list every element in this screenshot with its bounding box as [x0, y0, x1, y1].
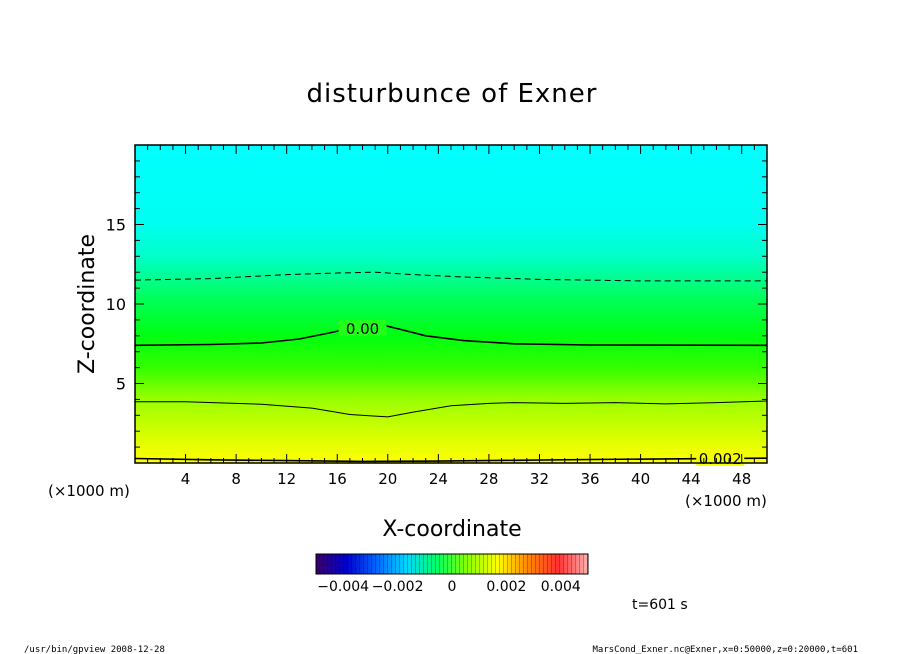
x-axis-label: X-coordinate [382, 517, 521, 542]
x-tick-label: 12 [277, 470, 296, 488]
x-tick-labels: 4 8 12 16 20 24 28 32 36 40 44 48 [181, 470, 751, 488]
contour-label-bg [696, 449, 745, 466]
colorbar-stripes [316, 554, 588, 574]
x-tick-label: 40 [631, 470, 650, 488]
x-tick-label: 20 [378, 470, 397, 488]
contour-line-3 [134, 271, 767, 282]
x-unit-left: (×1000 m) [48, 482, 130, 500]
colorbar-tick-label: 0.004 [541, 579, 581, 595]
x-tick-label: 8 [231, 470, 241, 488]
colorbar-tick-label: 0.002 [486, 579, 526, 595]
x-tick-label: 16 [328, 470, 347, 488]
colorbar-frame [315, 553, 589, 575]
contour-label: 0.002 [699, 450, 742, 468]
footer-right: MarsCond_Exner.nc@Exner,x=0:50000,z=0:20… [592, 645, 858, 654]
colorbar-tick-label: −0.004 [317, 579, 369, 595]
y-tick-label: 5 [116, 375, 126, 394]
contour-label-bg [338, 320, 387, 337]
x-tick-label: 48 [732, 470, 751, 488]
axis-ticks [135, 145, 767, 463]
y-axis-label: Z-coordinate [75, 234, 100, 374]
contour-line-1 [135, 400, 768, 418]
x-unit-right: (×1000 m) [685, 492, 767, 510]
x-tick-label: 44 [682, 470, 701, 488]
colorbar-tick-label: 0 [448, 579, 457, 595]
footer-left: /usr/bin/gpview 2008-12-28 [24, 645, 165, 654]
y-tick-label: 15 [106, 216, 126, 235]
colorbar-tick-label: −0.002 [372, 579, 424, 595]
y-tick-labels: 5 10 15 [106, 216, 126, 394]
contour-label: 0.00 [346, 320, 379, 338]
colorbar-tick-labels: −0.004 −0.002 0 0.002 0.004 [317, 579, 581, 595]
chart-title: disturbunce of Exner [307, 79, 598, 109]
field-heatmap [135, 145, 767, 463]
x-tick-label: 4 [181, 470, 191, 488]
x-tick-label: 28 [479, 470, 498, 488]
time-annotation: t=601 s [632, 597, 688, 613]
x-tick-label: 24 [429, 470, 448, 488]
y-tick-label: 10 [106, 295, 126, 314]
x-tick-label: 32 [530, 470, 549, 488]
x-tick-label: 36 [580, 470, 599, 488]
